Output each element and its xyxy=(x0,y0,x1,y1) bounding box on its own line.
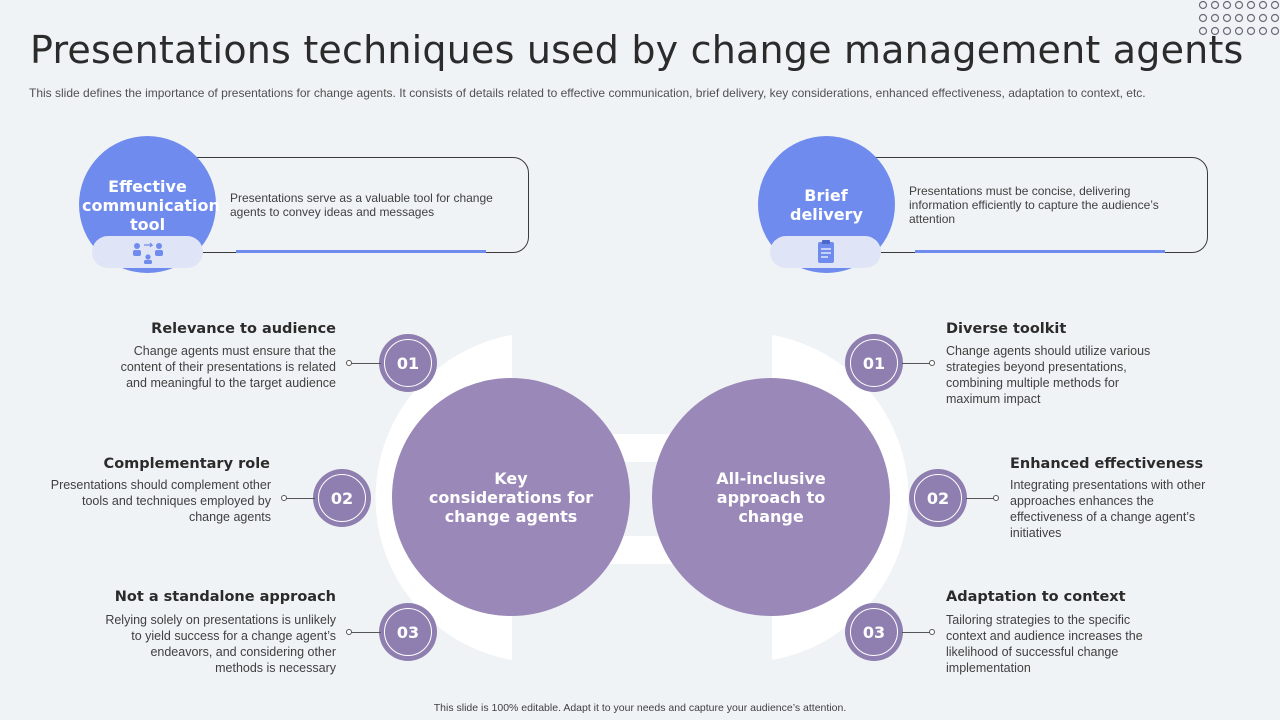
left-badge-03: 03 xyxy=(379,603,437,661)
page-subtitle: This slide defines the importance of pre… xyxy=(29,86,1146,100)
footer-note: This slide is 100% editable. Adapt it to… xyxy=(433,702,847,714)
right-item-03-text: Tailoring strategies to the specific con… xyxy=(946,613,1143,675)
right-connector-dot-02 xyxy=(993,495,999,501)
right-connector-dot-01 xyxy=(929,360,935,366)
left-item-01-text: Change agents must ensure that the conte… xyxy=(120,344,336,390)
left-connector-dot-03 xyxy=(346,629,352,635)
top-right-card-bar xyxy=(915,250,1165,253)
all-inclusive-label: All-inclusive approach to change xyxy=(716,468,826,526)
dot-grid-decoration xyxy=(1198,0,1280,36)
all-inclusive-circle: All-inclusive approach to change xyxy=(652,378,890,616)
right-item-02-text: Integrating presentations with other app… xyxy=(1010,478,1206,540)
right-connector-01 xyxy=(902,363,932,364)
right-badge-03-number: 03 xyxy=(850,608,898,656)
top-left-card-text: Presentations serve as a valuable tool f… xyxy=(230,191,493,219)
right-item-03-heading: Adaptation to context xyxy=(946,589,1126,605)
brief-delivery-label: Brief delivery xyxy=(790,186,863,224)
right-item-01-text: Change agents should utilize various str… xyxy=(946,344,1151,406)
right-item-01-heading: Diverse toolkit xyxy=(946,321,1067,337)
right-badge-01: 01 xyxy=(845,334,903,392)
left-connector-03 xyxy=(351,632,381,633)
clipboard-icon xyxy=(817,240,834,263)
right-badge-03: 03 xyxy=(845,603,903,661)
left-connector-dot-02 xyxy=(281,495,287,501)
right-item-02-heading: Enhanced effectiveness xyxy=(1010,456,1204,472)
right-badge-02-number: 02 xyxy=(914,474,962,522)
page-title: Presentations techniques used by change … xyxy=(30,28,1244,72)
left-badge-02: 02 xyxy=(313,469,371,527)
right-connector-dot-03 xyxy=(929,629,935,635)
left-item-02-heading: Complementary role xyxy=(103,456,270,472)
team-communication-icon xyxy=(132,242,163,264)
top-right-icon-pill xyxy=(770,236,881,268)
effective-communication-label: Effective communication tool xyxy=(82,177,220,234)
left-item-03-text: Relying solely on presentations is unlik… xyxy=(105,613,336,675)
left-item-01-heading: Relevance to audience xyxy=(151,321,336,337)
top-left-icon-pill xyxy=(92,236,203,268)
top-left-card-bar xyxy=(236,250,486,253)
right-connector-03 xyxy=(902,632,932,633)
top-right-card-text: Presentations must be concise, deliverin… xyxy=(909,184,1159,226)
key-considerations-label: Key considerations for change agents xyxy=(428,468,594,526)
key-considerations-circle: Key considerations for change agents xyxy=(392,378,630,616)
left-badge-03-number: 03 xyxy=(384,608,432,656)
left-item-02-text: Presentations should complement other to… xyxy=(50,478,271,524)
left-badge-02-number: 02 xyxy=(318,474,366,522)
left-connector-dot-01 xyxy=(346,360,352,366)
top-left-card xyxy=(180,157,529,253)
left-connector-01 xyxy=(351,363,381,364)
left-badge-01: 01 xyxy=(379,334,437,392)
right-badge-01-number: 01 xyxy=(850,339,898,387)
left-item-03-heading: Not a standalone approach xyxy=(114,589,336,605)
left-badge-01-number: 01 xyxy=(384,339,432,387)
right-connector-02 xyxy=(966,498,996,499)
left-connector-02 xyxy=(286,498,315,499)
right-badge-02: 02 xyxy=(909,469,967,527)
